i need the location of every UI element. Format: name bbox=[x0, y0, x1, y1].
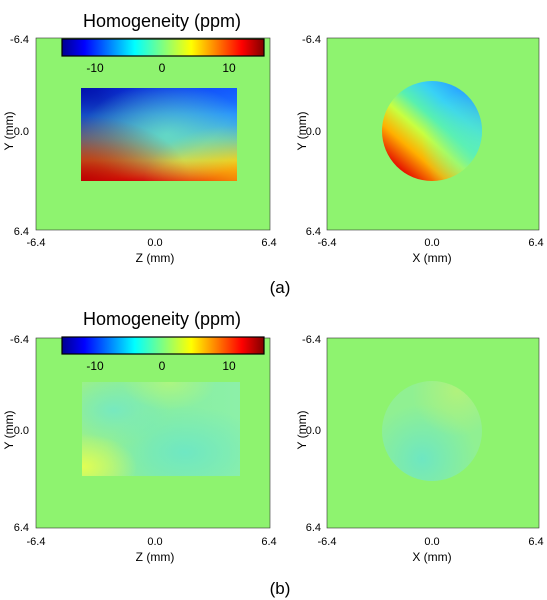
panel-a-label: (a) bbox=[270, 278, 291, 297]
plot-b1-xtick-2: 6.4 bbox=[261, 536, 276, 548]
colorbar-title-a: Homogeneity (ppm) bbox=[83, 11, 241, 31]
plot-b2-ytick-2: 6.4 bbox=[306, 522, 321, 534]
plot-a2-ytick-2: 6.4 bbox=[306, 226, 321, 238]
plot-a2-xtick-1: 0.0 bbox=[424, 237, 439, 249]
plot-a1-xlabel: Z (mm) bbox=[136, 251, 175, 265]
plot-a1-ytick-0: -6.4 bbox=[10, 34, 29, 46]
plot-b1-ytick-0: -6.4 bbox=[10, 334, 29, 346]
plot-b1-ytick-2: 6.4 bbox=[14, 522, 29, 534]
plot-b2-xtick-0: -6.4 bbox=[318, 536, 337, 548]
plot-a2-xtick-0: -6.4 bbox=[318, 237, 337, 249]
colorbar-b bbox=[61, 336, 265, 355]
plot-b2-ytick-1: 0.0 bbox=[306, 425, 321, 437]
plot-b1-ylabel: Y (mm) bbox=[2, 410, 16, 449]
plot-a1-xtick-1: 0.0 bbox=[147, 237, 162, 249]
plot-b1-xlabel: Z (mm) bbox=[136, 550, 175, 564]
plot-b2-field bbox=[382, 381, 482, 481]
colorbar-a-tick-0: -10 bbox=[86, 61, 104, 75]
plot-b1-ytick-1: 0.0 bbox=[14, 425, 29, 437]
plot-a1-ytick-2: 6.4 bbox=[14, 226, 29, 238]
plot-a1-ytick-1: 0.0 bbox=[14, 126, 29, 138]
plot-a2-xlabel: X (mm) bbox=[412, 251, 451, 265]
plot-a2-ytick-0: -6.4 bbox=[302, 34, 321, 46]
colorbar-a-tick-1: 0 bbox=[159, 61, 166, 75]
plot-a2-field bbox=[382, 81, 482, 181]
plot-a2-xtick-2: 6.4 bbox=[528, 237, 543, 249]
panel-b: Homogeneity (ppm) -10 0 10 -6.4 0.0 6.4 … bbox=[2, 309, 544, 598]
plot-b2-xtick-2: 6.4 bbox=[528, 536, 543, 548]
colorbar-b-tick-1: 0 bbox=[159, 359, 166, 373]
plot-b2-ytick-0: -6.4 bbox=[302, 334, 321, 346]
plot-a1-field bbox=[81, 88, 237, 181]
plot-a1-ylabel: Y (mm) bbox=[2, 111, 16, 150]
plot-a1-xtick-2: 6.4 bbox=[261, 237, 276, 249]
colorbar-a-tick-2: 10 bbox=[222, 61, 236, 75]
plot-b1-xtick-1: 0.0 bbox=[147, 536, 162, 548]
colorbar-b-tick-0: -10 bbox=[86, 359, 104, 373]
panel-b-label: (b) bbox=[270, 579, 291, 598]
plot-b1-xtick-0: -6.4 bbox=[27, 536, 46, 548]
plot-a2-ytick-1: 0.0 bbox=[306, 126, 321, 138]
plot-b2-xlabel: X (mm) bbox=[412, 550, 451, 564]
plot-b2-xtick-1: 0.0 bbox=[424, 536, 439, 548]
colorbar-b-tick-2: 10 bbox=[222, 359, 236, 373]
plot-b1-field bbox=[82, 382, 240, 476]
colorbar-a bbox=[61, 38, 265, 57]
colorbar-title-b: Homogeneity (ppm) bbox=[83, 309, 241, 329]
plot-b2-ylabel: Y (mm) bbox=[295, 410, 309, 449]
plot-a1-xtick-0: -6.4 bbox=[27, 237, 46, 249]
panel-a: Homogeneity (ppm) -10 0 10 -6.4 0.0 6.4 … bbox=[2, 11, 544, 297]
plot-a2-ylabel: Y (mm) bbox=[295, 111, 309, 150]
